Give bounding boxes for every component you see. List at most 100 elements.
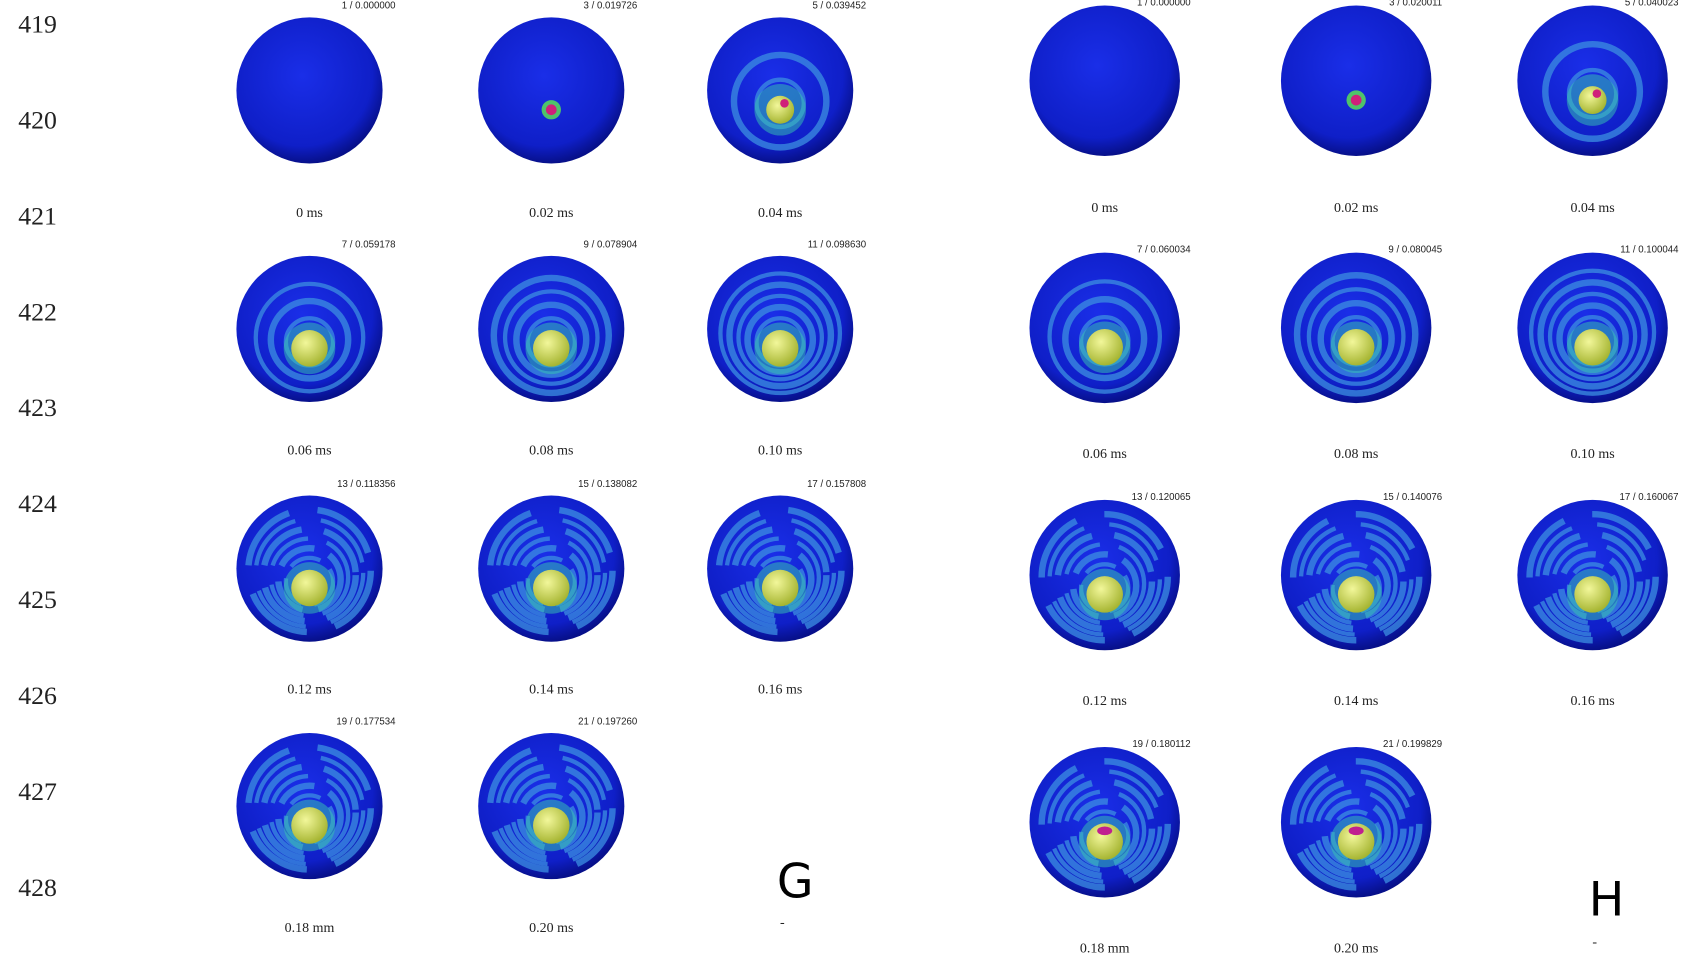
ball	[1086, 329, 1123, 366]
line-number: 420	[18, 105, 57, 134]
sphere	[707, 256, 853, 402]
sphere	[707, 496, 853, 642]
sphere-body	[478, 17, 624, 163]
frame-header: 13 / 0.118356	[337, 479, 395, 490]
frame-caption: 0.10 ms	[1570, 447, 1614, 462]
frame-caption: 0.16 ms	[1570, 694, 1614, 709]
sphere	[236, 496, 382, 642]
spot	[780, 99, 789, 108]
frame-header: 15 / 0.140076	[1383, 492, 1442, 503]
ball	[762, 330, 799, 367]
sphere	[1029, 253, 1179, 403]
line-number: 423	[18, 393, 57, 422]
frame-header: 1 / 0.000000	[342, 1, 396, 12]
sphere	[1281, 253, 1431, 403]
line-number: 428	[18, 873, 57, 902]
ball	[762, 570, 799, 607]
frame-header: 5 / 0.040023	[1625, 0, 1679, 9]
frame-header: 7 / 0.060034	[1137, 245, 1191, 256]
frame-caption: 0.18 mm	[1080, 941, 1130, 956]
frame-header: 17 / 0.157808	[807, 479, 866, 490]
line-number: 424	[18, 489, 57, 518]
frame-caption: 0.12 ms	[1083, 694, 1127, 709]
frame-caption: 0.12 ms	[287, 682, 331, 697]
ball	[1574, 576, 1611, 613]
sphere	[1029, 747, 1179, 897]
frame-header: 5 / 0.039452	[812, 1, 866, 12]
line-number: 425	[18, 585, 57, 614]
frame-header: 9 / 0.078904	[584, 239, 638, 250]
frame-header: 7 / 0.059178	[342, 239, 396, 250]
line-number: 422	[18, 297, 57, 326]
frame-header: 15 / 0.138082	[578, 479, 637, 490]
ball	[1338, 576, 1375, 613]
frame-caption: 0.02 ms	[529, 206, 573, 221]
figure: 4194204214224234244254264274281 / 0.0000…	[0, 0, 1685, 961]
spot	[1351, 95, 1362, 106]
ball	[533, 570, 570, 607]
frame-header: 11 / 0.098630	[808, 239, 866, 250]
sphere	[1281, 747, 1431, 897]
frame-caption: 0.06 ms	[1083, 447, 1127, 462]
ball	[1338, 329, 1375, 366]
frame-caption: 0 ms	[1091, 201, 1118, 216]
frame-caption: 0.02 ms	[1334, 201, 1378, 216]
line-number: 426	[18, 681, 57, 710]
sphere	[1029, 500, 1179, 650]
sphere	[236, 17, 382, 163]
frame-header: 3 / 0.019726	[584, 1, 638, 12]
sphere	[707, 17, 853, 163]
frame-header: 19 / 0.180112	[1132, 739, 1190, 750]
frame-caption: 0.20 ms	[1334, 941, 1378, 956]
spot	[1097, 827, 1112, 836]
frame-caption: 0.04 ms	[1570, 201, 1614, 216]
ball	[533, 807, 570, 844]
sphere	[1517, 6, 1667, 156]
frame-caption: 0.14 ms	[529, 682, 573, 697]
sphere	[478, 496, 624, 642]
sphere	[1281, 6, 1431, 156]
sphere	[1517, 253, 1667, 403]
frame-header: 21 / 0.199829	[1383, 739, 1442, 750]
frame-caption: 0.08 ms	[1334, 447, 1378, 462]
frame-caption: 0.06 ms	[287, 444, 331, 459]
frame-header: 3 / 0.020011	[1389, 0, 1442, 9]
ball	[766, 96, 794, 124]
ball	[1086, 576, 1123, 613]
ball	[1579, 86, 1607, 114]
panel-mark: -	[1592, 935, 1597, 950]
line-number: 419	[18, 9, 57, 38]
spot	[1593, 89, 1602, 98]
sphere	[236, 256, 382, 402]
frame-caption: 0.20 ms	[529, 921, 573, 936]
ball	[291, 570, 328, 607]
sphere	[478, 256, 624, 402]
ball	[291, 807, 328, 844]
ball	[291, 330, 328, 367]
frame-header: 17 / 0.160067	[1619, 492, 1678, 503]
spot	[546, 104, 557, 115]
frame-header: 11 / 0.100044	[1620, 245, 1679, 256]
sphere	[478, 733, 624, 879]
sphere-body	[236, 17, 382, 163]
frame-caption: 0.04 ms	[758, 206, 802, 221]
sphere	[1029, 6, 1179, 156]
panel-letter: G	[777, 854, 814, 909]
line-number: 427	[18, 777, 57, 806]
panel-letter: H	[1589, 873, 1625, 928]
frame-header: 13 / 0.120065	[1132, 492, 1191, 503]
frame-caption: 0.16 ms	[758, 682, 802, 697]
frame-header: 19 / 0.177534	[336, 716, 396, 727]
frame-header: 9 / 0.080045	[1388, 245, 1442, 256]
sphere	[236, 733, 382, 879]
frame-caption: 0.08 ms	[529, 444, 573, 459]
sphere-body	[1281, 6, 1431, 156]
frame-caption: 0.14 ms	[1334, 694, 1378, 709]
sphere	[478, 17, 624, 163]
frame-caption: 0.18 mm	[285, 921, 335, 936]
frame-header: 1 / 0.000000	[1137, 0, 1191, 9]
spot	[1349, 827, 1364, 836]
sphere	[1281, 500, 1431, 650]
sphere-body	[1029, 6, 1179, 156]
frame-caption: 0 ms	[296, 206, 323, 221]
